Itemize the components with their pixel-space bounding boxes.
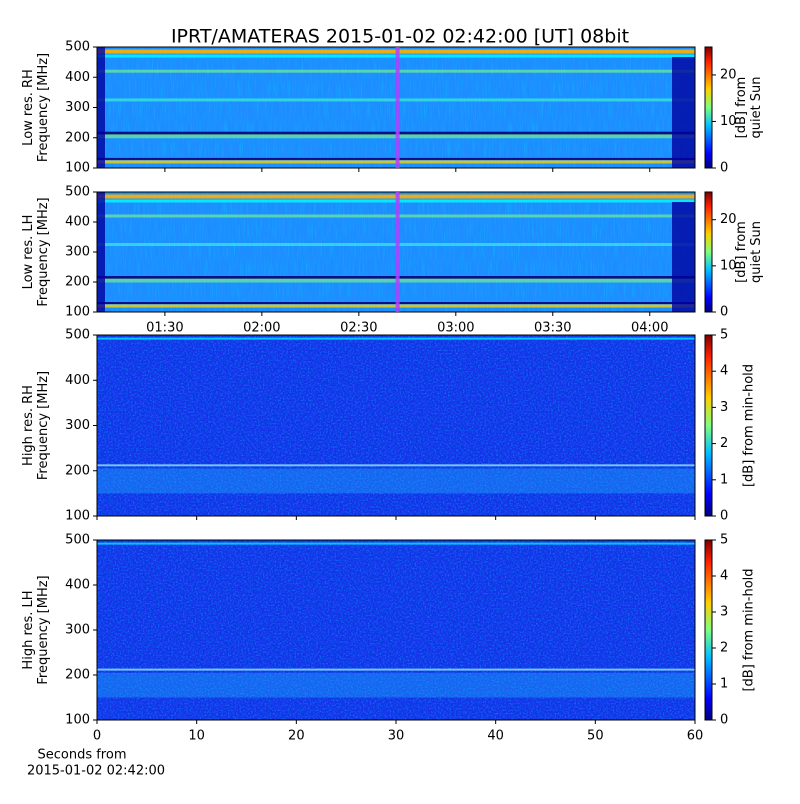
y-tick-label: 400: [65, 70, 90, 85]
colorbar-tick-label: 5: [720, 328, 728, 343]
edge-block: [672, 202, 695, 312]
colorbar-tick-label: 20: [720, 67, 737, 82]
colorbar-tick-label: 0: [720, 509, 728, 524]
spectrogram-noise: [97, 335, 695, 516]
y-tick-label: 200: [65, 275, 90, 290]
x-tick-label: 0: [93, 729, 101, 744]
x-axis-label: Seconds from: [37, 748, 126, 763]
burst-region: [97, 672, 695, 698]
colorbar: [704, 46, 713, 169]
colorbar-tick-label: 2: [720, 641, 728, 656]
y-tick-label: 400: [65, 215, 90, 230]
colorbar-label: quiet Sun: [749, 76, 764, 138]
colorbar-tick-label: 0: [720, 161, 728, 176]
y-tick-label: 500: [65, 328, 90, 343]
y-tick-label: 300: [65, 418, 90, 433]
colorbar-tick-label: 0: [720, 713, 728, 728]
colorbar: [704, 191, 713, 313]
x-tick-label: 03:30: [534, 321, 571, 336]
spectrogram-band: [97, 464, 695, 467]
colorbar-label: [dB] from: [734, 77, 749, 139]
x-tick-label: 50: [587, 729, 604, 744]
colorbar-label: [dB] from: [734, 221, 749, 283]
colorbar-tick-label: 10: [720, 114, 737, 129]
x-tick-label: 30: [388, 729, 405, 744]
edge-block: [672, 57, 695, 168]
colorbar-tick-label: 5: [720, 533, 728, 548]
y-axis-label: Frequency [MHz]: [36, 53, 51, 162]
spectrogram-noise: [97, 540, 695, 720]
y-tick-label: 100: [65, 161, 90, 176]
x-tick-label: 02:00: [243, 321, 280, 336]
spectrogram-band: [97, 337, 695, 340]
x-tick-label: 60: [687, 729, 704, 744]
x-tick-label: 40: [487, 729, 504, 744]
y-axis-label: High res. LH: [21, 590, 36, 669]
y-axis-label: Frequency [MHz]: [36, 371, 51, 480]
colorbar-label: [dB] from min-hold: [742, 364, 757, 487]
colorbar: [704, 539, 713, 721]
y-axis-label: Frequency [MHz]: [36, 575, 51, 684]
colorbar-tick-label: 10: [720, 258, 737, 273]
x-tick-label: 02:30: [340, 321, 377, 336]
spectrogram-band: [97, 542, 695, 545]
x-tick-label: 04:00: [631, 321, 668, 336]
y-tick-label: 400: [65, 373, 90, 388]
y-tick-label: 300: [65, 245, 90, 260]
y-axis-label: Frequency [MHz]: [36, 197, 51, 306]
y-tick-label: 500: [65, 533, 90, 548]
spectrogram-band: [97, 668, 695, 671]
colorbar-tick-label: 2: [720, 436, 728, 451]
colorbar-label: [dB] from min-hold: [742, 568, 757, 691]
x-tick-label: 20: [288, 729, 305, 744]
y-tick-label: 500: [65, 40, 90, 55]
y-tick-label: 100: [65, 305, 90, 320]
colorbar-tick-label: 0: [720, 305, 728, 320]
x-axis-label: 2015-01-02 02:42:00: [27, 764, 165, 779]
y-tick-label: 100: [65, 509, 90, 524]
colorbar-tick-label: 1: [720, 472, 728, 487]
colorbar-tick-label: 20: [720, 212, 737, 227]
colorbar-tick-label: 3: [720, 400, 728, 415]
edge-block: [97, 47, 105, 168]
y-tick-label: 300: [65, 623, 90, 638]
colorbar-tick-label: 4: [720, 569, 728, 584]
title: IPRT/AMATERAS 2015-01-02 02:42:00 [UT] 0…: [171, 26, 629, 48]
y-tick-label: 100: [65, 713, 90, 728]
colorbar-label: quiet Sun: [749, 221, 764, 283]
y-axis-label: Low res. LH: [21, 215, 36, 290]
time-marker: [395, 192, 400, 312]
x-tick-label: 03:00: [437, 321, 474, 336]
y-tick-label: 300: [65, 100, 90, 115]
y-tick-label: 400: [65, 578, 90, 593]
edge-block: [97, 192, 105, 312]
colorbar-tick-label: 1: [720, 677, 728, 692]
y-axis-label: High res. RH: [21, 385, 36, 466]
y-tick-label: 500: [65, 185, 90, 200]
x-tick-label: 10: [188, 729, 205, 744]
colorbar-tick-label: 3: [720, 605, 728, 620]
x-tick-label: 01:30: [146, 321, 183, 336]
y-tick-label: 200: [65, 668, 90, 683]
burst-region: [97, 468, 695, 494]
y-tick-label: 200: [65, 463, 90, 478]
time-marker: [395, 47, 400, 168]
colorbar-tick-label: 4: [720, 364, 728, 379]
y-axis-label: Low res. RH: [21, 69, 36, 146]
y-tick-label: 200: [65, 130, 90, 145]
colorbar: [704, 334, 713, 517]
